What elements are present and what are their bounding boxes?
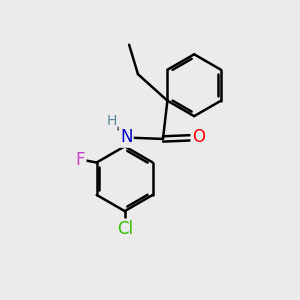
Text: N: N — [120, 128, 132, 146]
Text: F: F — [76, 151, 85, 169]
Text: H: H — [106, 114, 117, 128]
Text: Cl: Cl — [117, 220, 133, 238]
Text: O: O — [192, 128, 205, 146]
